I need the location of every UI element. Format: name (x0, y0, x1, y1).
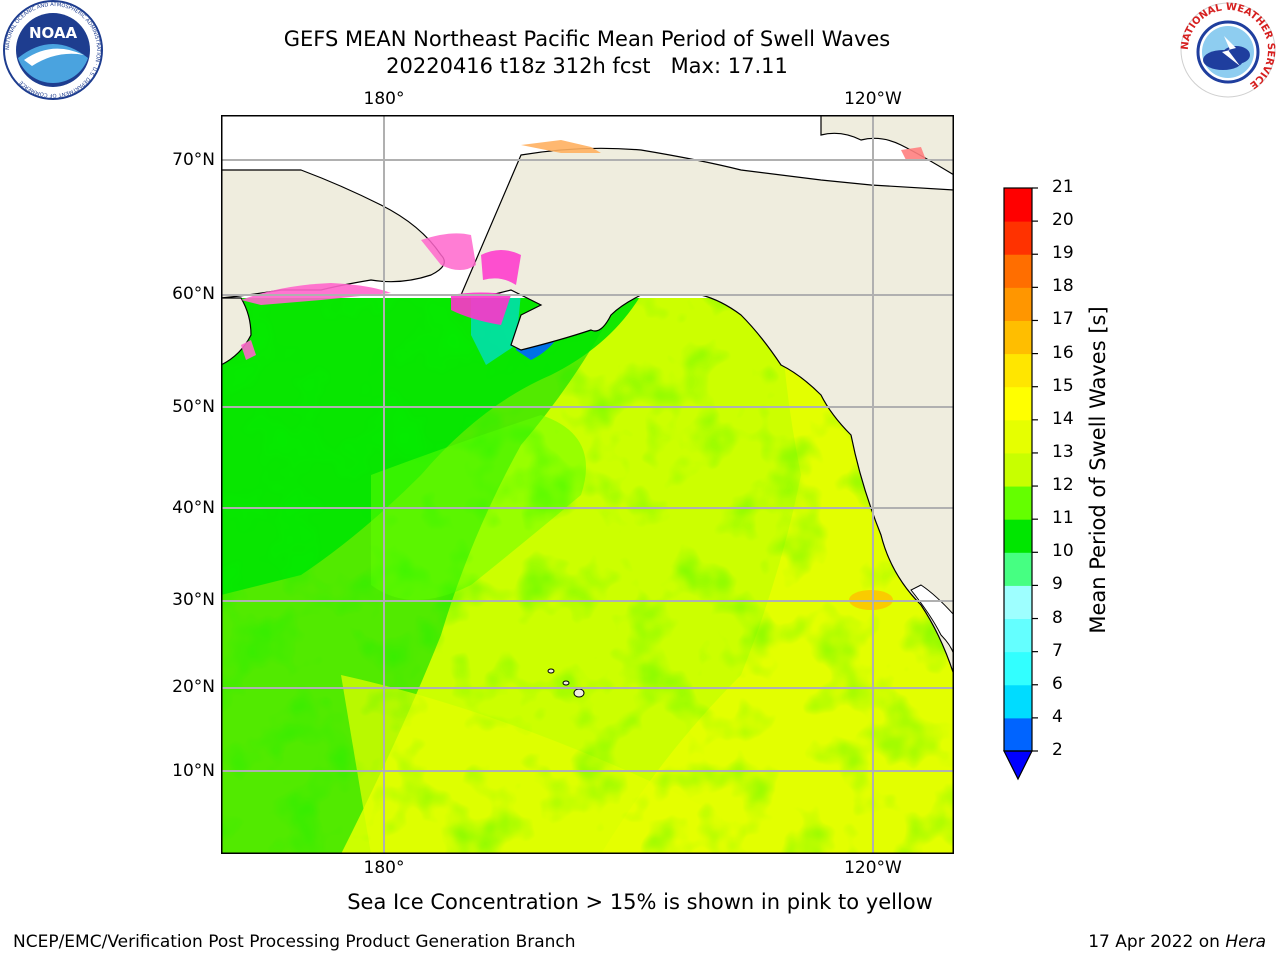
colorbar-segment (1004, 618, 1032, 653)
map-frame (221, 115, 954, 854)
colorbar-tick-label: 10 (1052, 541, 1074, 562)
swell-period-map (221, 115, 954, 854)
colorbar-tick-label: 4 (1052, 706, 1063, 727)
colorbar-segment (1004, 188, 1032, 222)
sea-ice-bering (421, 233, 476, 270)
colorbar-segment (1004, 552, 1032, 586)
colorbar-tick-label: 17 (1052, 309, 1074, 330)
colorbar-segment (1004, 287, 1032, 321)
land-mexico (910, 584, 954, 656)
land-kamchatka (221, 297, 252, 366)
colorbar-tick-label: 7 (1052, 640, 1063, 661)
sea-ice-note: Sea Ice Concentration > 15% is shown in … (0, 890, 1280, 914)
land-hawaii (573, 688, 585, 698)
lat-label-30n: 30°N (172, 590, 215, 610)
footer-credit: NCEP/EMC/Verification Post Processing Pr… (13, 932, 576, 952)
colorbar-tick-label: 11 (1052, 508, 1074, 529)
lat-label-40n: 40°N (172, 498, 215, 518)
colorbar-tick-label: 19 (1052, 243, 1074, 264)
colorbar (1003, 187, 1038, 781)
colorbar-tick-label: 16 (1052, 342, 1074, 363)
colorbar-tick-label: 12 (1052, 475, 1074, 496)
colorbar-title: Mean Period of Swell Waves [s] (1086, 306, 1110, 634)
land-arctic-north (820, 115, 954, 176)
colorbar-tick-label: 13 (1052, 441, 1074, 462)
colorbar-frame (1003, 187, 1033, 752)
lon-label-bottom-180: 180° (363, 858, 405, 878)
colorbar-tick-label: 2 (1052, 740, 1063, 760)
lon-label-bottom-120w: 120°W (844, 858, 902, 878)
colorbar-segment (1004, 486, 1032, 520)
graticule (221, 115, 954, 854)
colorbar-tick-label: 20 (1052, 210, 1074, 231)
colorbar-tick-label: 18 (1052, 276, 1074, 297)
title-line-2: 20220416 t18z 312h fcst Max: 17.11 (386, 54, 788, 78)
lat-label-20n: 20°N (172, 677, 215, 697)
colorbar-segment (1004, 386, 1032, 421)
noaa-logo: NOAA NATIONAL OCEANIC AND ATMOSPHERIC AD… (3, 0, 103, 100)
colorbar-segment (1004, 717, 1032, 752)
colorbar-segment (1004, 353, 1032, 388)
colorbar-segment (1004, 585, 1032, 620)
colorbar-tick-label: 8 (1052, 607, 1063, 628)
colorbar-tick-label: 21 (1052, 177, 1074, 197)
lon-label-top-180: 180° (363, 89, 405, 109)
footer-date-text: 17 Apr 2022 on (1088, 932, 1226, 952)
colorbar-segment (1004, 452, 1032, 487)
land-alaska (460, 147, 954, 676)
title-line-1: GEFS MEAN Northeast Pacific Mean Period … (283, 27, 891, 51)
footer-machine: Hera (1225, 932, 1266, 952)
colorbar-segment (1004, 651, 1032, 686)
colorbar-extend-arrow (1003, 750, 1033, 781)
lat-label-70n: 70°N (172, 150, 215, 170)
colorbar-segment (1004, 320, 1032, 355)
lat-label-60n: 60°N (172, 284, 215, 304)
colorbar-segment (1004, 221, 1032, 255)
lon-label-top-120w: 120°W (844, 89, 902, 109)
colorbar-tick-label: 14 (1052, 408, 1074, 429)
colorbar-segment (1004, 684, 1032, 719)
colorbar-tick-label: 15 (1052, 375, 1074, 396)
sea-ice-note-text: Sea Ice Concentration > 15% is shown in … (347, 890, 933, 914)
noaa-logo-text: NOAA (29, 24, 78, 42)
colorbar-segment (1004, 419, 1032, 454)
colorbar-tick-label: 6 (1052, 673, 1063, 694)
footer-date: 17 Apr 2022 on Hera (1088, 932, 1266, 952)
lat-label-50n: 50°N (172, 397, 215, 417)
lat-label-10n: 10°N (172, 761, 215, 781)
colorbar-tick-label: 9 (1052, 574, 1063, 595)
colorbar-segment (1004, 519, 1032, 553)
nws-logo: NATIONAL WEATHER SERVICE (1180, 2, 1276, 98)
colorbar-segment (1004, 254, 1032, 288)
